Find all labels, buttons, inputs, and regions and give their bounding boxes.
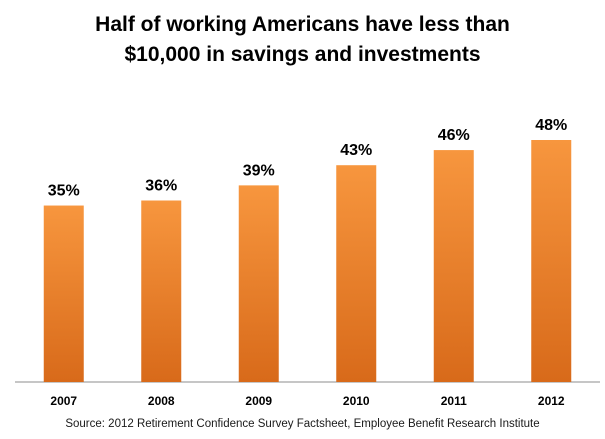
x-tick-label-2009: 2009 xyxy=(245,394,272,408)
bar-2012 xyxy=(531,140,572,382)
bar-2011 xyxy=(433,150,474,382)
bar-2008 xyxy=(141,200,182,382)
bar-2007 xyxy=(43,205,84,382)
source-note: Source: 2012 Retirement Confidence Surve… xyxy=(65,418,540,430)
x-tick-label-2010: 2010 xyxy=(343,394,370,408)
x-tick-label-2007: 2007 xyxy=(50,394,77,408)
data-label-2012: 48% xyxy=(535,117,567,134)
chart-title-line-2: $10,000 in savings and investments xyxy=(124,43,481,66)
bar-2009 xyxy=(238,185,279,382)
data-label-2007: 35% xyxy=(48,183,80,200)
x-tick-label-2008: 2008 xyxy=(148,394,175,408)
chart-title-line-1: Half of working Americans have less than xyxy=(95,13,510,36)
chart-title: Half of working Americans have less than… xyxy=(0,10,605,70)
data-label-2010: 43% xyxy=(340,142,372,159)
x-tick-label-2012: 2012 xyxy=(538,394,565,408)
bar-2010 xyxy=(336,165,377,382)
data-label-2011: 46% xyxy=(438,127,470,144)
data-label-2008: 36% xyxy=(145,178,177,195)
x-tick-label-2011: 2011 xyxy=(441,394,467,408)
data-label-2009: 39% xyxy=(243,162,275,179)
